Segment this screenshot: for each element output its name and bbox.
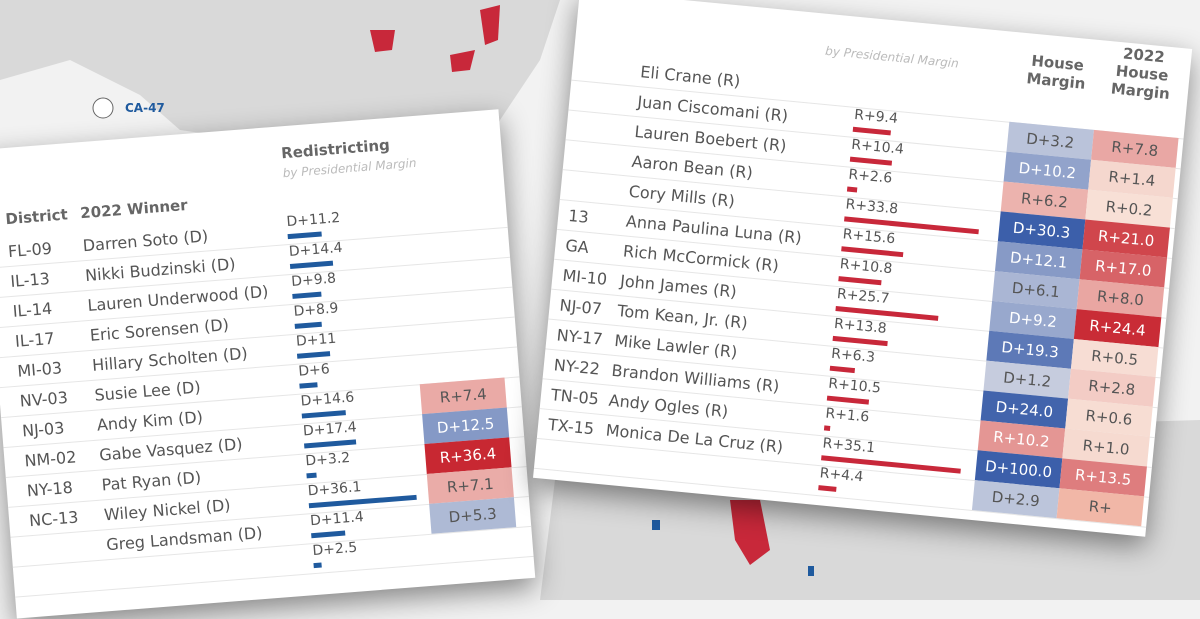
district-highlight-blue — [652, 520, 660, 530]
pres-margin-label: D+14.6 — [300, 389, 355, 409]
pres-margin-label: R+6.3 — [831, 346, 876, 366]
district-cell: NC-13 — [28, 507, 79, 530]
district-cell: IL-14 — [12, 299, 53, 321]
pres-margin-bar — [313, 563, 321, 569]
pres-margin-bar — [304, 439, 356, 448]
district-cell: MI-03 — [17, 358, 63, 380]
pres-margin-label: R+1.6 — [825, 406, 870, 426]
winner-cell: Pat Ryan (D) — [101, 468, 202, 495]
pres-margin-label: D+11 — [295, 331, 336, 350]
pres-margin-bar — [850, 157, 892, 166]
pres-margin-bar — [292, 292, 322, 299]
winner-cell: Eli Crane (R) — [640, 62, 742, 91]
district-cell: NM-02 — [24, 447, 77, 470]
district-cell: NY-22 — [553, 355, 601, 378]
pres-margin-label: D+17.4 — [302, 419, 357, 439]
pres-margin-label: D+11.4 — [310, 509, 365, 529]
winner-cell: Susie Lee (D) — [94, 377, 201, 404]
pres-margin-label: D+2.5 — [312, 540, 358, 559]
district-highlight-blue — [808, 566, 814, 576]
pres-margin-label: D+3.2 — [305, 450, 351, 469]
district-cell: NY-17 — [556, 325, 604, 348]
pres-margin-bar — [290, 261, 333, 269]
district-cell: NJ-03 — [21, 418, 65, 440]
district-cell: TN-05 — [550, 385, 599, 409]
header-house-margin: House Margin — [1013, 50, 1101, 94]
pres-margin-bar — [297, 351, 330, 359]
district-cell: MI-10 — [562, 266, 608, 289]
header-2022-house-margin: 2022 House Margin — [1097, 42, 1187, 104]
district-cell: IL-17 — [14, 329, 55, 351]
ca-47-label: CA-47 — [125, 101, 165, 115]
winner-cell: Andy Kim (D) — [96, 407, 203, 434]
district-cell: NY-18 — [26, 478, 73, 501]
district-cell: FL-09 — [7, 239, 52, 261]
pres-margin-label: R+9.4 — [854, 107, 899, 127]
pres-margin-bar — [306, 473, 316, 479]
pres-margin-label: D+8.9 — [293, 300, 339, 319]
ca-47-marker — [93, 98, 113, 118]
pres-margin-bar — [827, 396, 869, 405]
pres-margin-bar — [830, 366, 856, 373]
pres-margin-bar — [818, 485, 836, 492]
header-subtitle: by Presidential Margin — [825, 44, 960, 71]
pres-margin-bar — [302, 410, 346, 418]
pres-margin-bar — [295, 322, 322, 329]
pres-margin-label: R+2.6 — [848, 167, 893, 187]
header-district: District — [5, 205, 69, 228]
district-cell: NV-03 — [19, 388, 68, 411]
district-cell: IL-13 — [10, 269, 51, 291]
pres-margin-bar — [833, 336, 888, 346]
pres-margin-bar — [841, 246, 904, 257]
pres-margin-bar — [288, 231, 322, 239]
district-cell: GA — [565, 236, 590, 257]
republican-winners-table: by Presidential Margin House Margin 2022… — [533, 0, 1192, 537]
pres-margin-bar — [299, 382, 317, 388]
pres-margin-label: D+9.8 — [291, 270, 337, 289]
pres-margin-bar — [853, 127, 891, 136]
pres-margin-bar — [838, 276, 881, 285]
district-cell: NJ-07 — [559, 296, 603, 319]
pres-margin-bar — [847, 187, 858, 193]
pres-margin-label: D+6 — [298, 361, 331, 379]
pres-margin-label: D+14.4 — [288, 240, 343, 260]
pres-margin-label: D+36.1 — [307, 479, 362, 499]
pres-margin-label: D+11.2 — [286, 210, 341, 230]
pres-margin-bar — [311, 531, 345, 539]
pres-margin-bar — [824, 425, 831, 431]
democratic-winners-table: District 2022 Winner Redistricting by Pr… — [0, 109, 535, 618]
header-winner: 2022 Winner — [80, 196, 189, 222]
pres-margin-label: R+4.4 — [819, 465, 864, 485]
district-cell: TX-15 — [547, 415, 595, 438]
district-cell: 13 — [567, 206, 589, 227]
